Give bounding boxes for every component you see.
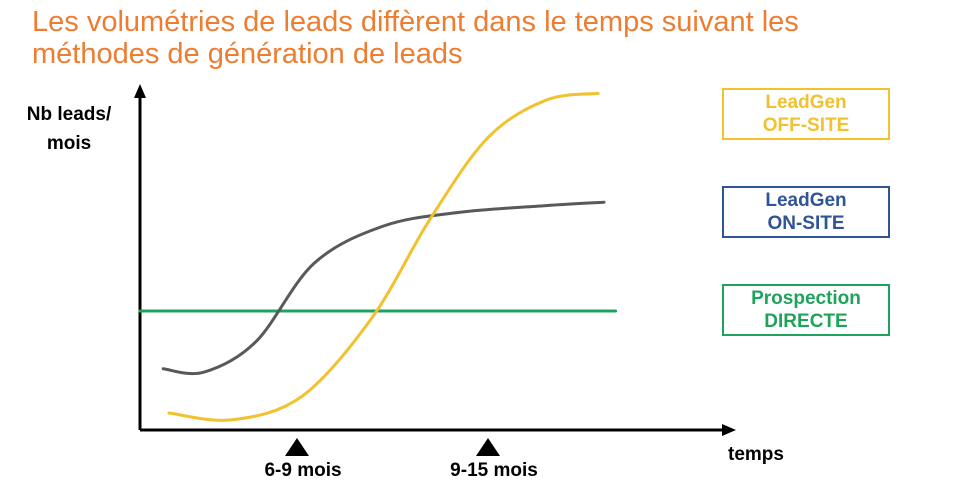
y-axis-label-line-1: Nb leads/ xyxy=(26,104,112,125)
y-axis-label-line-2: mois xyxy=(46,133,92,154)
legend-offsite-line-1: LeadGen xyxy=(765,92,847,113)
legend-onsite-line-2: ON-SITE xyxy=(767,213,845,234)
legend-direct-line-1: Prospection xyxy=(751,288,861,309)
x-axis-arrow xyxy=(722,424,736,436)
x-tick-marker-1 xyxy=(476,438,500,456)
x-tick-markers xyxy=(285,438,500,456)
x-tick-label-9-15-mois: 9-15 mois xyxy=(450,460,538,481)
legend-onsite-line-1: LeadGen xyxy=(765,190,847,211)
legend-offsite-line-2: OFF-SITE xyxy=(762,115,850,136)
legend-direct-line-2: DIRECTE xyxy=(764,311,848,332)
chart-title: Les volumétries de leads diffèrent dans … xyxy=(32,6,799,70)
legend-offsite: LeadGen OFF-SITE xyxy=(722,88,890,140)
x-axis-label: temps xyxy=(728,444,784,465)
series-lines xyxy=(138,91,618,422)
x-tick-label-6-9-mois: 6-9 mois xyxy=(264,460,342,481)
legend-direct: Prospection DIRECTE xyxy=(722,284,890,336)
legend-onsite: LeadGen ON-SITE xyxy=(722,186,890,238)
y-axis-label: Nb leads/ mois xyxy=(14,100,124,158)
x-tick-marker-0 xyxy=(285,438,309,456)
y-axis-arrow xyxy=(134,84,146,98)
series-line-leadgen-onsite xyxy=(161,200,606,376)
axes xyxy=(134,84,736,436)
series-line-leadgen-offsite xyxy=(167,91,600,422)
